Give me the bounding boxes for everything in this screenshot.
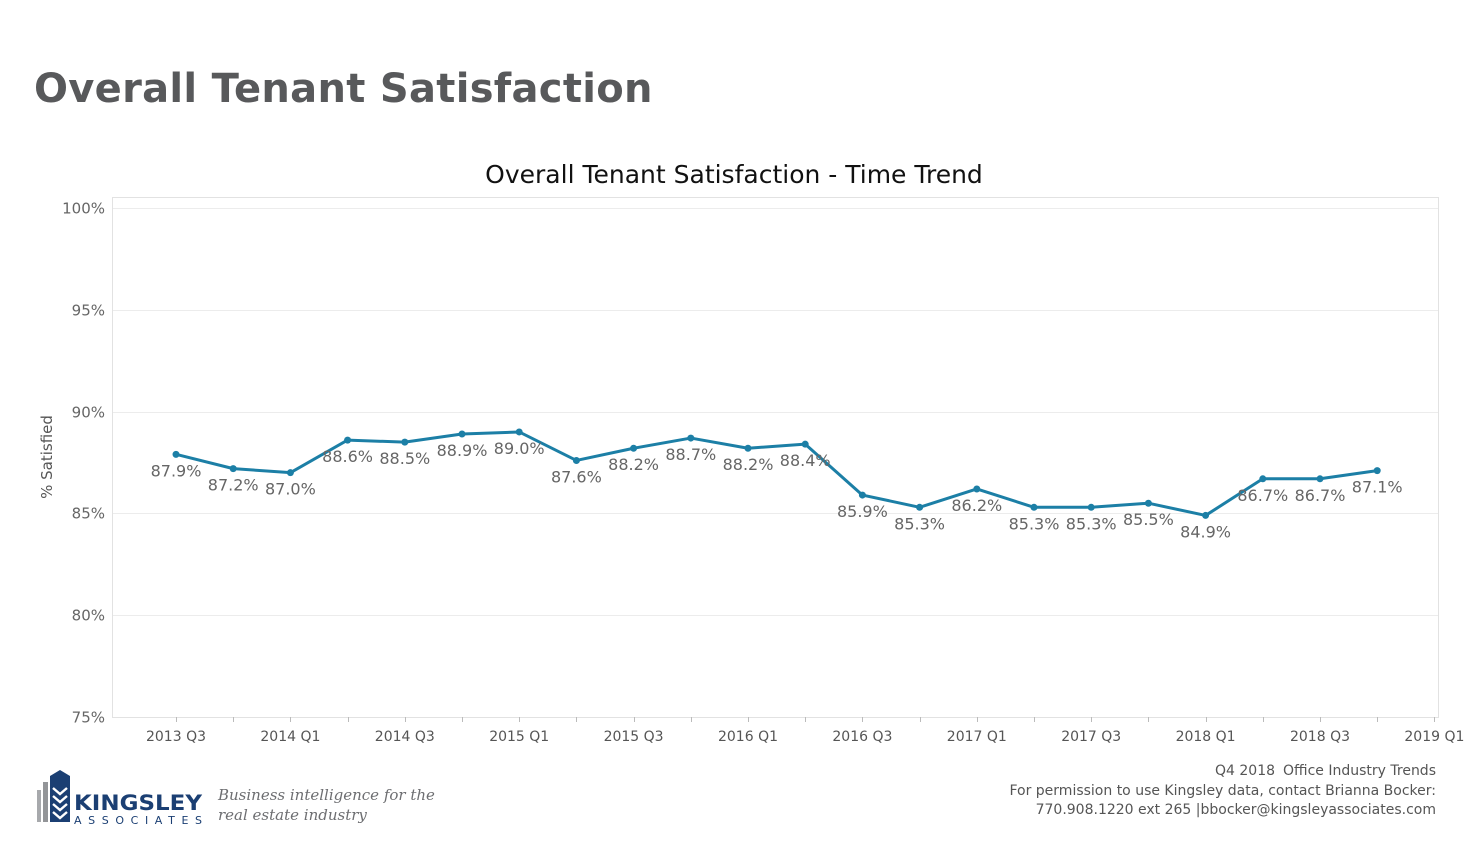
data-label: 88.2%	[723, 455, 774, 474]
data-point	[515, 428, 523, 436]
footer-info: Q4 2018 Office Industry Trends For permis…	[1009, 762, 1436, 821]
y-axis-label: % Satisfied	[38, 415, 56, 499]
data-point	[916, 503, 924, 511]
x-tick-label: 2013 Q3	[146, 729, 206, 745]
data-point	[744, 444, 752, 452]
data-point	[286, 469, 294, 477]
y-tick-label: 80%	[72, 607, 105, 625]
data-label: 86.2%	[951, 496, 1002, 515]
series-layer	[172, 428, 1381, 519]
data-point	[172, 450, 180, 458]
data-label: 88.4%	[780, 451, 831, 470]
data-labels: 87.9% 87.2% 87.0% 88.6% 88.5% 88.9% 89.0% 87.6%…	[151, 439, 1403, 541]
logo-subwordmark: ASSOCIATES	[74, 814, 202, 827]
data-label: 87.6%	[551, 467, 602, 486]
x-tick-label: 2017 Q1	[947, 729, 1007, 745]
report-name: Office Industry Trends	[1283, 763, 1436, 779]
kingsley-logo: KINGSLEY ASSOCIATES	[37, 770, 203, 827]
data-point	[1144, 499, 1152, 507]
data-point	[344, 436, 352, 444]
x-axis-ticks: 2013 Q3 2014 Q1 2014 Q3 2015 Q1 2015 Q3 2016 …	[146, 717, 1464, 745]
data-point	[1373, 467, 1381, 475]
data-point	[858, 491, 866, 499]
x-tick-label: 2015 Q1	[489, 729, 549, 745]
data-label: 88.7%	[665, 445, 716, 464]
data-label: 86.7%	[1295, 486, 1346, 505]
y-tick-label: 85%	[72, 505, 105, 523]
x-tick-label: 2019 Q1	[1404, 729, 1464, 745]
data-label: 88.9%	[437, 441, 488, 460]
tagline-line-1: Business intelligence for the	[218, 786, 435, 804]
data-label: 88.5%	[379, 449, 430, 468]
data-point	[1087, 503, 1095, 511]
chart-title: Overall Tenant Satisfaction - Time Trend	[485, 160, 983, 189]
building-icon	[37, 770, 70, 822]
data-label: 85.3%	[894, 514, 945, 533]
x-tick-label: 2017 Q3	[1061, 729, 1121, 745]
data-label: 84.9%	[1180, 522, 1231, 541]
data-label: 85.3%	[1066, 514, 1117, 533]
y-axis-ticks: 100% 95% 90% 85% 80% 75%	[62, 200, 105, 727]
data-point	[229, 465, 237, 473]
gridlines	[113, 208, 1438, 616]
x-tick-label: 2015 Q3	[604, 729, 664, 745]
y-tick-label: 95%	[72, 302, 105, 320]
data-label: 85.9%	[837, 502, 888, 521]
y-tick-label: 100%	[62, 200, 105, 218]
data-point	[1030, 503, 1038, 511]
data-point	[687, 434, 695, 442]
plot-area-border	[112, 197, 1439, 718]
y-tick-label: 75%	[72, 709, 105, 727]
x-tick-label: 2018 Q1	[1176, 729, 1236, 745]
data-point	[1316, 475, 1324, 483]
data-point	[458, 430, 466, 438]
series-line	[174, 430, 1379, 517]
y-tick-label: 90%	[72, 404, 105, 422]
x-tick-label: 2018 Q3	[1290, 729, 1350, 745]
data-point	[1259, 475, 1267, 483]
data-label: 88.2%	[608, 455, 659, 474]
data-label: 85.3%	[1009, 514, 1060, 533]
data-point	[1202, 511, 1210, 519]
x-tick-label: 2016 Q3	[832, 729, 892, 745]
data-label: 88.6%	[322, 447, 373, 466]
data-point	[630, 444, 638, 452]
tagline-line-2: real estate industry	[218, 806, 367, 824]
x-tick-label: 2014 Q1	[260, 729, 320, 745]
report-period-line: Q4 2018 Office Industry Trends	[1009, 762, 1436, 782]
data-label: 87.0%	[265, 480, 316, 499]
data-label: 87.9%	[151, 461, 202, 480]
page-title: Overall Tenant Satisfaction	[34, 66, 653, 112]
x-tick-label: 2014 Q3	[375, 729, 435, 745]
tagline: Business intelligence for the real estat…	[218, 785, 435, 825]
x-tick-label: 2016 Q1	[718, 729, 778, 745]
data-label: 89.0%	[494, 439, 545, 458]
data-label: 86.7%	[1237, 486, 1288, 505]
data-point	[401, 438, 409, 446]
data-point	[572, 456, 580, 464]
logo-wordmark: KINGSLEY	[74, 791, 203, 815]
data-label: 87.2%	[208, 476, 259, 495]
data-point	[801, 440, 809, 448]
data-label: 87.1%	[1352, 478, 1403, 497]
contact-info: 770.908.1220 ext 265 |bbocker@kingsleyas…	[1035, 802, 1436, 818]
report-period: Q4 2018	[1215, 763, 1276, 779]
permission-note: For permission to use Kingsley data, con…	[1009, 782, 1436, 799]
data-label: 85.5%	[1123, 510, 1174, 529]
chart: Overall Tenant Satisfaction - Time Trend…	[38, 160, 1464, 745]
data-point	[973, 485, 981, 493]
